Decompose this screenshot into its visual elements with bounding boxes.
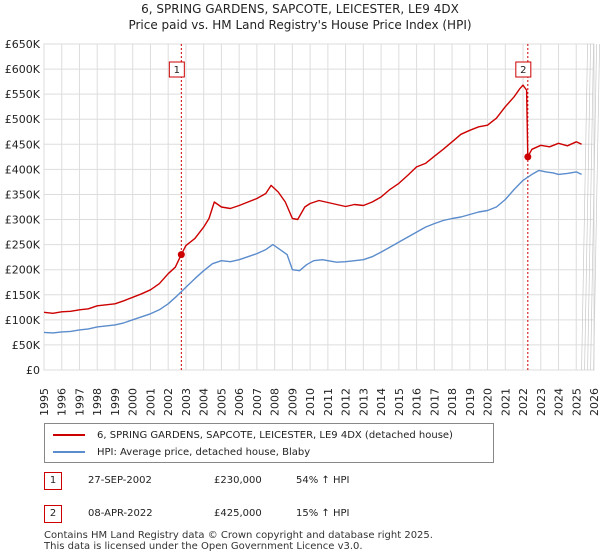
hatch-line — [584, 43, 591, 371]
x-tick-label: 1999 — [109, 388, 122, 416]
y-tick-label: £300K — [5, 214, 41, 227]
y-tick-label: £650K — [5, 38, 41, 51]
x-tick-label: 1996 — [56, 388, 69, 416]
sale-price: £425,000 — [214, 508, 262, 519]
legend-swatch-property — [53, 434, 85, 436]
legend-swatch-hpi — [53, 451, 85, 453]
sale-point — [177, 251, 185, 259]
x-tick-label: 1998 — [91, 388, 104, 416]
sale-badge: 2 — [44, 505, 62, 523]
x-tick-label: 1997 — [73, 388, 86, 416]
x-tick-label: 2013 — [357, 388, 370, 416]
x-tick-label: 2015 — [393, 388, 406, 416]
sale-point — [524, 153, 532, 161]
legend-label-property: 6, SPRING GARDENS, SAPCOTE, LEICESTER, L… — [97, 429, 453, 441]
y-tick-label: £550K — [5, 88, 41, 101]
x-tick-label: 2026 — [588, 388, 600, 416]
sale-points — [177, 153, 532, 259]
x-tick-label: 2003 — [180, 388, 193, 416]
hpi-line — [43, 169, 582, 334]
y-tick-label: £600K — [5, 63, 41, 76]
sale-hpi-change: 54% ↑ HPI — [296, 475, 350, 486]
y-tick-label: £400K — [5, 163, 41, 176]
y-tick-label: £250K — [5, 239, 41, 252]
property-price-line — [43, 84, 582, 314]
x-tick-label: 2002 — [162, 388, 175, 416]
x-tick-label: 2024 — [553, 388, 566, 416]
x-tick-label: 2001 — [144, 388, 157, 416]
x-tick-label: 2016 — [411, 388, 424, 416]
x-tick-label: 2004 — [198, 388, 211, 416]
x-tick-label: 2014 — [375, 388, 388, 416]
y-tick-label: £500K — [5, 113, 41, 126]
x-tick-label: 2021 — [499, 388, 512, 416]
legend: 6, SPRING GARDENS, SAPCOTE, LEICESTER, L… — [44, 423, 494, 463]
hatch-line — [581, 43, 588, 371]
legend-label-hpi: HPI: Average price, detached house, Blab… — [97, 446, 311, 458]
x-tick-label: 2005 — [215, 388, 228, 416]
y-tick-label: £100K — [5, 314, 41, 327]
sale-badge-box — [515, 61, 532, 78]
legend-item-hpi: HPI: Average price, detached house, Blab… — [53, 445, 310, 459]
sale-date: 08-APR-2022 — [88, 508, 153, 519]
x-tick-label: 2008 — [269, 388, 282, 416]
x-tick-label: 2010 — [304, 388, 317, 416]
x-tick-label: 2006 — [233, 388, 246, 416]
y-tick-label: £0 — [26, 364, 40, 377]
chart-subtitle: Price paid vs. HM Land Registry's House … — [128, 18, 472, 32]
x-tick-label: 2007 — [251, 388, 264, 416]
y-tick-label: £200K — [5, 264, 41, 277]
plot-area — [43, 43, 595, 371]
x-tick-label: 2009 — [286, 388, 299, 416]
chart-title: 6, SPRING GARDENS, SAPCOTE, LEICESTER, L… — [141, 2, 459, 16]
y-tick-label: £350K — [5, 188, 41, 201]
x-tick-label: 2025 — [570, 388, 583, 416]
sale-price: £230,000 — [214, 475, 262, 486]
legend-item-property: 6, SPRING GARDENS, SAPCOTE, LEICESTER, L… — [53, 428, 453, 442]
sale-badge-label: 1 — [174, 65, 180, 76]
projection-hatch — [581, 43, 600, 371]
x-tick-label: 2017 — [428, 388, 441, 416]
x-tick-label: 2020 — [482, 388, 495, 416]
x-axis-ticks: 1995 1996 1997 1998 1999 2000 2001 2002 2003 2004… — [38, 388, 600, 416]
x-tick-label: 2023 — [535, 388, 548, 416]
sale-row: 1 27-SEP-2002 £230,000 54% ↑ HPI — [44, 472, 444, 490]
sale-badge: 1 — [44, 472, 62, 490]
y-tick-label: £50K — [12, 339, 41, 352]
sale-badge-box — [168, 61, 185, 78]
x-tick-label: 2019 — [464, 388, 477, 416]
grid — [43, 43, 595, 371]
x-tick-label: 2022 — [517, 388, 530, 416]
x-tick-label: 2012 — [340, 388, 353, 416]
sale-date: 27-SEP-2002 — [88, 475, 152, 486]
y-tick-label: £450K — [5, 138, 41, 151]
price-chart: £0 £50K £100K £150K £200K £250K £300K £350K £400… — [5, 38, 600, 416]
y-axis-ticks: £0 £50K £100K £150K £200K £250K £300K £350K £400… — [5, 38, 41, 377]
sale-badge-label: 2 — [520, 65, 526, 76]
sale-row: 2 08-APR-2022 £425,000 15% ↑ HPI — [44, 505, 444, 523]
series-lines — [43, 84, 582, 334]
sale-hpi-change: 15% ↑ HPI — [296, 508, 350, 519]
hatch-line — [587, 43, 594, 371]
x-tick-label: 2011 — [322, 388, 335, 416]
hatch-line — [593, 43, 600, 371]
x-tick-label: 2000 — [127, 388, 140, 416]
footer-licence: This data is licensed under the Open Gov… — [44, 541, 363, 552]
x-tick-label: 2018 — [446, 388, 459, 416]
y-tick-label: £150K — [5, 289, 41, 302]
hatch-line — [590, 43, 597, 371]
footer: Contains HM Land Registry data © Crown c… — [44, 530, 433, 552]
x-tick-label: 1995 — [38, 388, 51, 416]
footer-copyright: Contains HM Land Registry data © Crown c… — [44, 530, 433, 541]
